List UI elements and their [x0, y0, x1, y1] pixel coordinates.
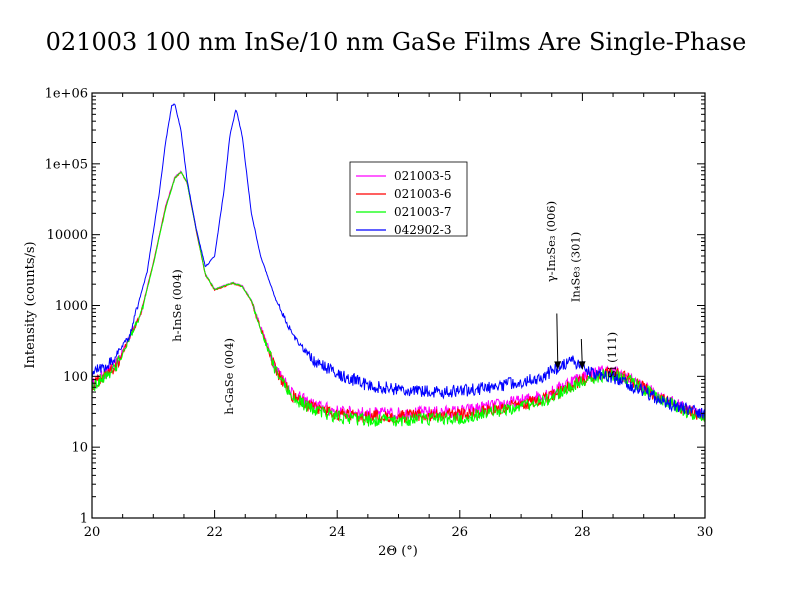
- x-tick-label: 28: [574, 525, 591, 540]
- legend: 021003-5 021003-6 021003-7 042902-3: [349, 161, 468, 237]
- x-tick-label: 30: [697, 525, 714, 540]
- annotation-label: h-GaSe (004): [222, 338, 236, 415]
- legend-label: 042902-3: [394, 223, 452, 237]
- x-tick-label: 22: [206, 525, 223, 540]
- annotation-label: h-InSe (004): [170, 269, 184, 342]
- axis-ticks: 20 22 24 26 28 30 1 10 100 1000 10000 1e+05 1e+06: [45, 87, 714, 541]
- x-tick-label: 20: [84, 525, 101, 540]
- chart-title: 021003 100 nm InSe/10 nm GaSe Films Are …: [46, 28, 747, 56]
- legend-label: 021003-6: [394, 187, 452, 201]
- y-tick-label: 1: [80, 512, 88, 527]
- legend-label: 021003-5: [394, 169, 452, 183]
- y-tick-label: 100: [63, 370, 88, 385]
- annotation-label: γ-In₂Se₃ (006): [544, 201, 558, 282]
- annotation-label: Si (111): [605, 332, 619, 378]
- annotation-arrowhead: [578, 361, 586, 370]
- series-line-042902-3: [92, 103, 705, 420]
- y-tick-label: 10: [71, 441, 88, 456]
- annotation-arrowhead: [554, 361, 562, 370]
- x-tick-label: 24: [329, 525, 346, 540]
- x-tick-label: 26: [452, 525, 469, 540]
- annotation-arrow: [556, 313, 559, 370]
- y-tick-label: 1000: [55, 299, 88, 314]
- y-tick-label: 1e+06: [45, 87, 88, 102]
- legend-label: 021003-7: [394, 205, 452, 219]
- y-tick-label: 1e+05: [45, 157, 88, 172]
- annotation-label: In₄Se₃ (301): [568, 232, 582, 302]
- x-axis-label: 2Θ (°): [378, 544, 418, 559]
- y-axis-label: Intensity (counts/s): [23, 241, 38, 368]
- legend-box: [349, 161, 468, 237]
- annotations: h-InSe (004) h-GaSe (004) γ-In₂Se₃ (006) In…: [170, 201, 619, 415]
- y-tick-label: 10000: [47, 228, 88, 243]
